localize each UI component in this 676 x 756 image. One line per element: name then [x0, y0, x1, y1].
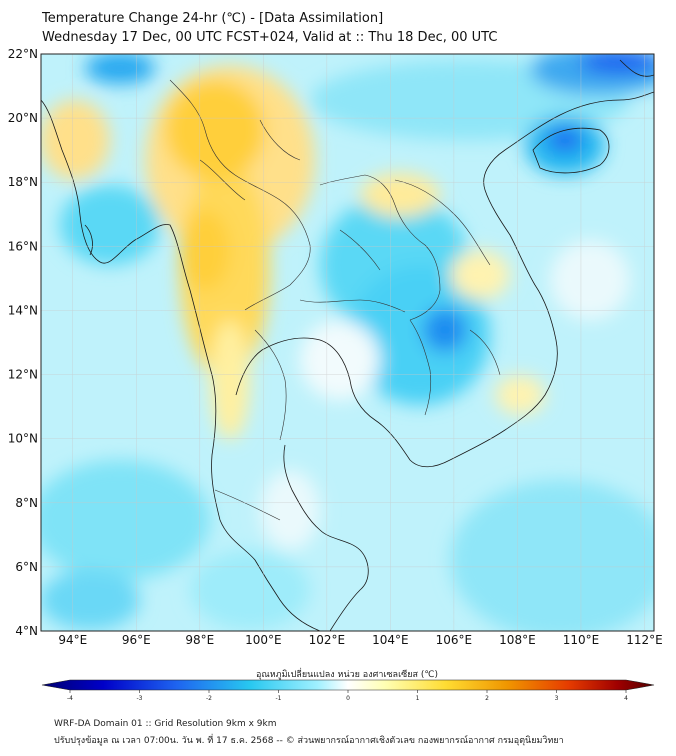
latitude-labels: 22°N 20°N 18°N 16°N 14°N 12°N 10°N 8°N 6°N 4°N [8, 47, 38, 638]
longitude-label: 106°E [436, 633, 473, 647]
longitude-label: 102°E [309, 633, 346, 647]
latitude-label: 10°N [8, 432, 38, 446]
temperature-field [41, 54, 654, 631]
latitude-label: 22°N [8, 47, 38, 61]
colorbar-tick-label: -4 [67, 695, 73, 702]
country-borders [169, 79, 501, 521]
colorbar-tick-label: 3 [555, 695, 559, 702]
latitude-label: 18°N [8, 175, 38, 189]
gridlines [41, 53, 654, 632]
map-subtitle: Wednesday 17 Dec, 00 UTC FCST+024, Valid… [42, 30, 498, 45]
latitude-label: 20°N [8, 111, 38, 125]
latitude-label: 14°N [8, 303, 38, 317]
colorbar-tick-label: 0 [346, 695, 350, 702]
footer-credit: ปรับปรุงข้อมูล ณ เวลา 07:00น. วัน พ. ที่… [54, 736, 564, 746]
longitude-label: 98°E [185, 633, 214, 647]
plot-frame [40, 53, 655, 632]
longitude-label: 100°E [245, 633, 282, 647]
longitude-label: 110°E [563, 633, 600, 647]
longitude-label: 112°E [626, 633, 663, 647]
colorbar-tick-label: 1 [416, 695, 420, 702]
colorbar-tick-label: 2 [485, 695, 489, 702]
latitude-label: 16°N [8, 239, 38, 253]
colorbar-tick-label: -3 [137, 695, 143, 702]
latitude-label: 12°N [8, 368, 38, 382]
colorbar-tick-label: -1 [276, 695, 282, 702]
longitude-label: 94°E [58, 633, 87, 647]
longitude-label: 96°E [122, 633, 151, 647]
latitude-label: 4°N [15, 624, 38, 638]
coastlines [41, 59, 654, 631]
colorbar-tick-label: 4 [624, 695, 628, 702]
longitude-label: 104°E [372, 633, 409, 647]
latitude-label: 8°N [15, 496, 38, 510]
map-title: Temperature Change 24-hr (℃) - [Data Ass… [42, 11, 384, 26]
latitude-label: 6°N [15, 560, 38, 574]
colorbar [41, 679, 655, 691]
longitude-label: 108°E [499, 633, 536, 647]
longitude-labels: 94°E 96°E 98°E 100°E 102°E 104°E 106°E 108°E 110… [58, 633, 662, 647]
colorbar-label: อุณหภูมิเปลี่ยนแปลง หน่วย องศาเซลเซียส (… [256, 667, 438, 680]
footer-grid-info: WRF-DA Domain 01 :: Grid Resolution 9km … [54, 719, 277, 729]
colorbar-tick-label: -2 [206, 695, 212, 702]
colorbar-ticks: -4 -3 -2 -1 0 1 2 3 4 [67, 690, 628, 702]
